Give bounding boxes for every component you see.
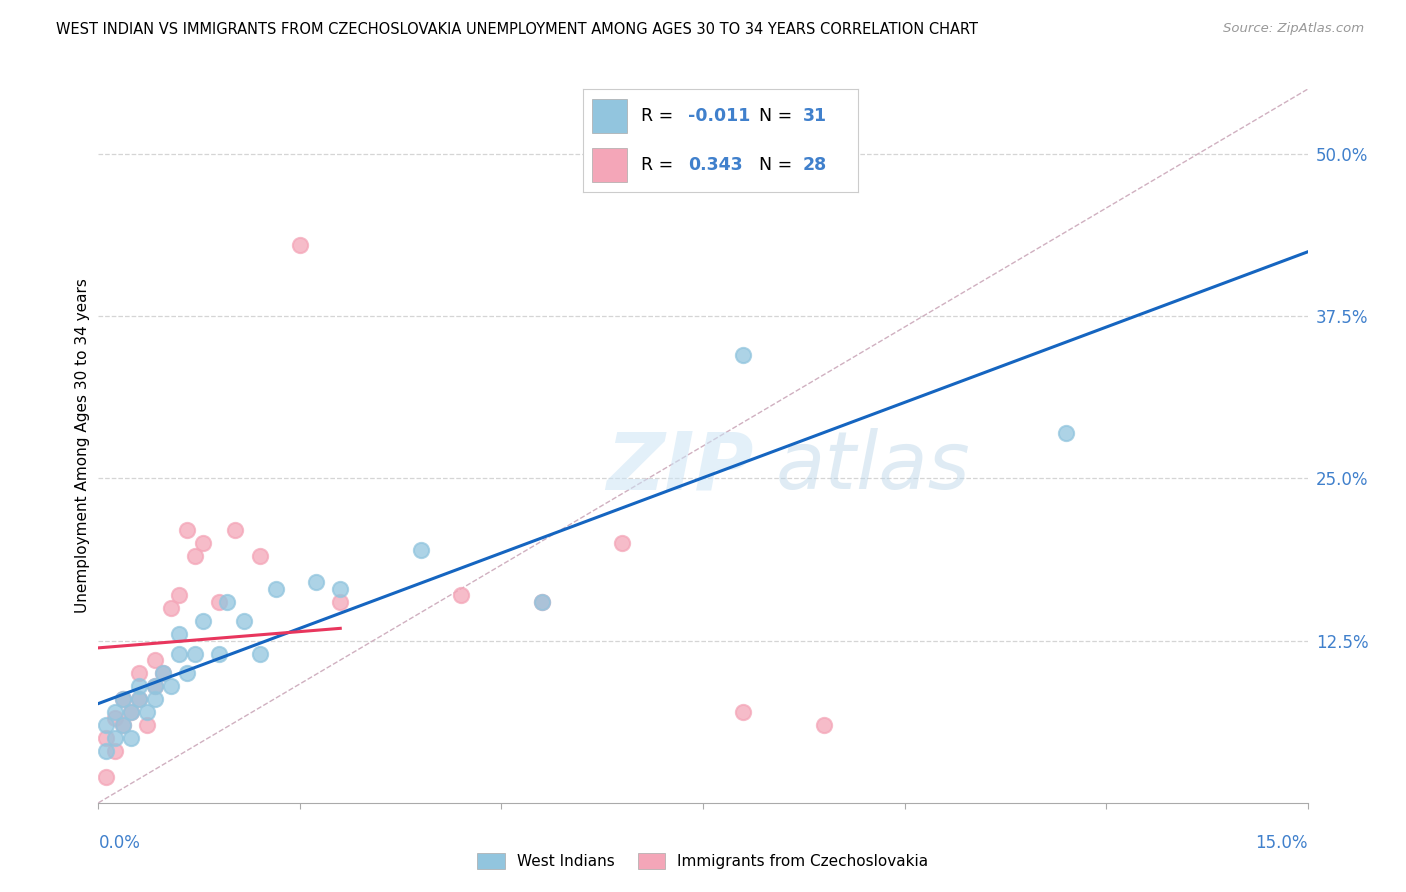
- Point: [152, 666, 174, 681]
- Text: ZIP: ZIP: [606, 428, 754, 507]
- Point: [120, 705, 142, 719]
- Point: [733, 705, 755, 719]
- Point: [160, 601, 183, 615]
- Point: [111, 718, 134, 732]
- Point: [120, 731, 142, 745]
- Point: [103, 731, 125, 745]
- Point: [612, 536, 634, 550]
- Point: [208, 647, 231, 661]
- Point: [96, 731, 118, 745]
- Point: [733, 348, 755, 362]
- Point: [1054, 425, 1077, 440]
- Text: 28: 28: [803, 155, 827, 174]
- Point: [176, 666, 198, 681]
- Text: 31: 31: [803, 107, 827, 126]
- Point: [167, 647, 190, 661]
- Point: [128, 692, 150, 706]
- Point: [329, 582, 352, 596]
- Point: [249, 549, 271, 564]
- Point: [329, 595, 352, 609]
- Y-axis label: Unemployment Among Ages 30 to 34 years: Unemployment Among Ages 30 to 34 years: [75, 278, 90, 614]
- Point: [103, 711, 125, 725]
- Text: N =: N =: [759, 155, 797, 174]
- Point: [96, 744, 118, 758]
- Legend: West Indians, Immigrants from Czechoslovakia: West Indians, Immigrants from Czechoslov…: [471, 847, 935, 875]
- Text: N =: N =: [759, 107, 797, 126]
- Point: [128, 666, 150, 681]
- Point: [232, 614, 254, 628]
- Point: [135, 718, 157, 732]
- FancyBboxPatch shape: [592, 148, 627, 181]
- Point: [288, 238, 311, 252]
- Text: 15.0%: 15.0%: [1256, 834, 1308, 852]
- Point: [208, 595, 231, 609]
- Point: [193, 536, 215, 550]
- Point: [120, 705, 142, 719]
- Point: [135, 705, 157, 719]
- Point: [103, 705, 125, 719]
- Point: [184, 647, 207, 661]
- Point: [96, 718, 118, 732]
- Point: [96, 770, 118, 784]
- FancyBboxPatch shape: [592, 99, 627, 133]
- Point: [143, 653, 166, 667]
- Text: R =: R =: [641, 107, 679, 126]
- Point: [111, 692, 134, 706]
- Point: [224, 524, 246, 538]
- Point: [111, 718, 134, 732]
- Point: [530, 595, 553, 609]
- Point: [143, 679, 166, 693]
- Point: [264, 582, 287, 596]
- Point: [103, 744, 125, 758]
- Point: [217, 595, 239, 609]
- Point: [176, 524, 198, 538]
- Point: [530, 595, 553, 609]
- Point: [249, 647, 271, 661]
- Text: Source: ZipAtlas.com: Source: ZipAtlas.com: [1223, 22, 1364, 36]
- Point: [193, 614, 215, 628]
- Point: [813, 718, 835, 732]
- Text: 0.0%: 0.0%: [98, 834, 141, 852]
- Point: [128, 692, 150, 706]
- Point: [128, 679, 150, 693]
- Point: [167, 588, 190, 602]
- Point: [305, 575, 328, 590]
- Point: [152, 666, 174, 681]
- Point: [184, 549, 207, 564]
- Point: [167, 627, 190, 641]
- Text: WEST INDIAN VS IMMIGRANTS FROM CZECHOSLOVAKIA UNEMPLOYMENT AMONG AGES 30 TO 34 Y: WEST INDIAN VS IMMIGRANTS FROM CZECHOSLO…: [56, 22, 979, 37]
- Point: [143, 692, 166, 706]
- Point: [160, 679, 183, 693]
- Text: R =: R =: [641, 155, 679, 174]
- Point: [409, 542, 432, 557]
- Point: [450, 588, 472, 602]
- Text: -0.011: -0.011: [688, 107, 749, 126]
- Text: 0.343: 0.343: [688, 155, 742, 174]
- Text: atlas: atlas: [776, 428, 970, 507]
- Point: [143, 679, 166, 693]
- Point: [111, 692, 134, 706]
